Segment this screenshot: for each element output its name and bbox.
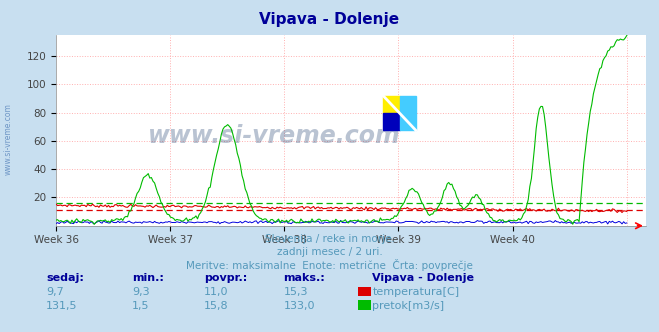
Text: 1,5: 1,5 <box>132 301 150 311</box>
Text: 15,8: 15,8 <box>204 301 229 311</box>
Bar <box>384 96 399 113</box>
Bar <box>384 113 399 130</box>
Text: 15,3: 15,3 <box>283 288 308 297</box>
Text: Slovenija / reke in morje.: Slovenija / reke in morje. <box>264 234 395 244</box>
Text: www.si-vreme.com: www.si-vreme.com <box>3 104 13 175</box>
Text: min.:: min.: <box>132 273 163 283</box>
Text: sedaj:: sedaj: <box>46 273 84 283</box>
Text: 133,0: 133,0 <box>283 301 315 311</box>
Text: www.si-vreme.com: www.si-vreme.com <box>148 124 401 148</box>
Text: 9,7: 9,7 <box>46 288 64 297</box>
Text: 11,0: 11,0 <box>204 288 229 297</box>
Text: zadnji mesec / 2 uri.: zadnji mesec / 2 uri. <box>277 247 382 257</box>
Text: povpr.:: povpr.: <box>204 273 248 283</box>
Bar <box>399 113 416 130</box>
Text: pretok[m3/s]: pretok[m3/s] <box>372 301 444 311</box>
Bar <box>399 96 416 113</box>
Text: 131,5: 131,5 <box>46 301 78 311</box>
Text: 9,3: 9,3 <box>132 288 150 297</box>
Text: maks.:: maks.: <box>283 273 325 283</box>
Text: temperatura[C]: temperatura[C] <box>372 288 459 297</box>
Text: Vipava - Dolenje: Vipava - Dolenje <box>260 12 399 27</box>
Text: Meritve: maksimalne  Enote: metrične  Črta: povprečje: Meritve: maksimalne Enote: metrične Črta… <box>186 259 473 271</box>
Text: Vipava - Dolenje: Vipava - Dolenje <box>372 273 474 283</box>
